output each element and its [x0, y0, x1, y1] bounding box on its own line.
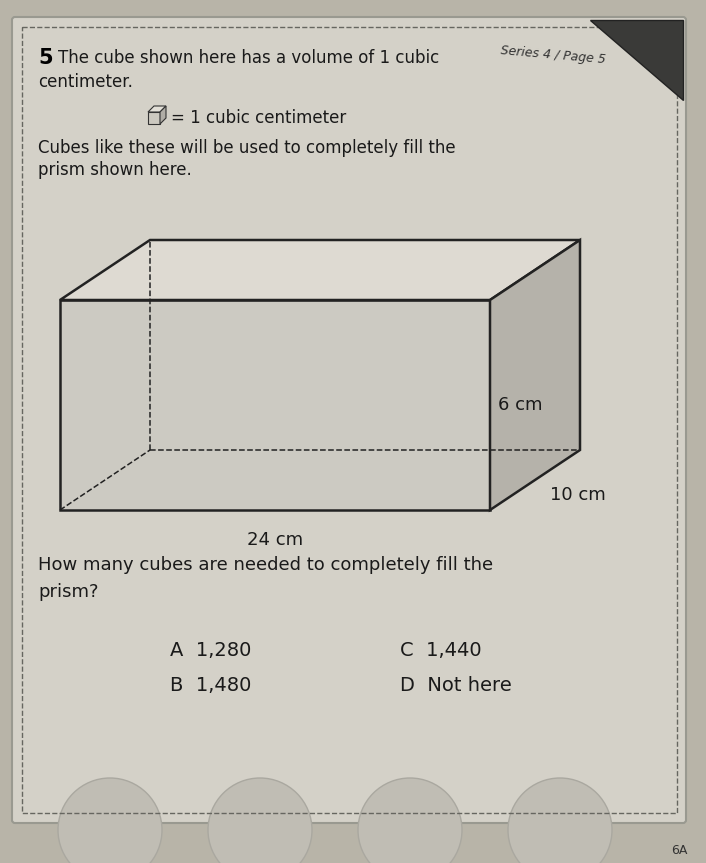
- Polygon shape: [148, 112, 160, 124]
- Text: = 1 cubic centimeter: = 1 cubic centimeter: [171, 109, 346, 127]
- FancyBboxPatch shape: [12, 17, 686, 823]
- Text: D  Not here: D Not here: [400, 676, 512, 695]
- Circle shape: [208, 778, 312, 863]
- Polygon shape: [160, 106, 166, 124]
- Text: 10 cm: 10 cm: [550, 486, 606, 504]
- Text: Cubes like these will be used to completely fill the: Cubes like these will be used to complet…: [38, 139, 455, 157]
- Text: 5: 5: [38, 48, 53, 68]
- Text: How many cubes are needed to completely fill the: How many cubes are needed to completely …: [38, 556, 493, 574]
- Text: prism shown here.: prism shown here.: [38, 161, 192, 179]
- Polygon shape: [490, 240, 580, 510]
- Circle shape: [508, 778, 612, 863]
- Text: 6 cm: 6 cm: [498, 396, 542, 414]
- Text: The cube shown here has a volume of 1 cubic: The cube shown here has a volume of 1 cu…: [58, 49, 439, 67]
- Text: 6A: 6A: [671, 843, 688, 856]
- Polygon shape: [60, 240, 580, 300]
- Text: prism?: prism?: [38, 583, 99, 601]
- Text: C  1,440: C 1,440: [400, 640, 481, 659]
- Text: A  1,280: A 1,280: [170, 640, 251, 659]
- Text: B  1,480: B 1,480: [170, 676, 251, 695]
- Text: centimeter.: centimeter.: [38, 73, 133, 91]
- Circle shape: [58, 778, 162, 863]
- Polygon shape: [148, 106, 166, 112]
- Polygon shape: [60, 300, 490, 510]
- Polygon shape: [590, 20, 683, 100]
- Circle shape: [358, 778, 462, 863]
- Text: 24 cm: 24 cm: [247, 531, 303, 549]
- Text: Series 4 / Page 5: Series 4 / Page 5: [500, 44, 606, 66]
